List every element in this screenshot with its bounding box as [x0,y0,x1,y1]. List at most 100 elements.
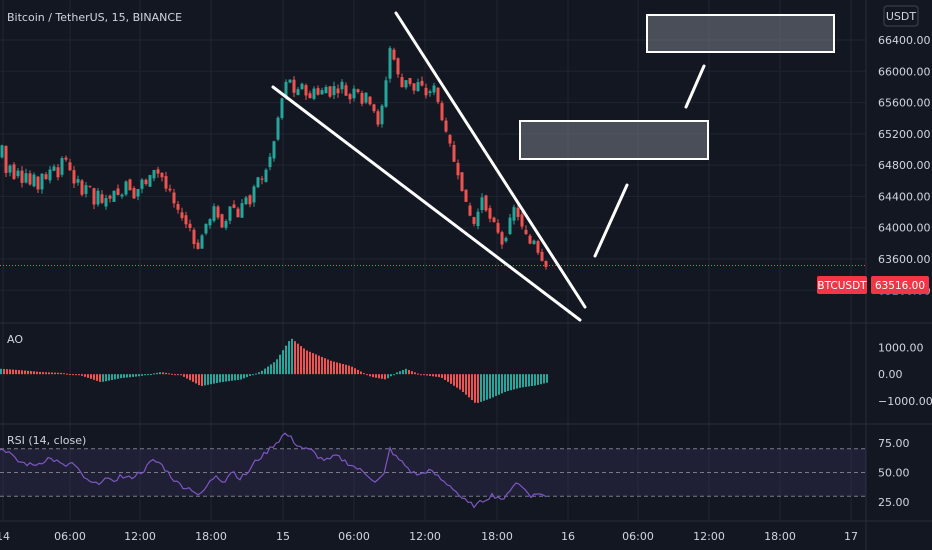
candle-body [212,206,216,221]
candle-body [48,169,52,181]
ao-bar [129,374,131,378]
ao-bar [360,371,362,375]
ao-bar [168,373,170,375]
ao-bar [498,374,500,395]
ao-bar [156,372,158,375]
ao-bar [135,374,137,377]
time-tick-label: 18:00 [764,530,796,543]
ao-tick-label: 1000.00 [878,341,924,354]
candle-body [164,176,168,189]
ao-bar [453,374,455,386]
candle-body [220,214,224,228]
candle-body [348,94,352,100]
ao-bar [108,374,110,381]
ao-bar [351,366,353,375]
candle-body [392,49,396,60]
ao-bar [210,374,212,385]
candles-group [0,46,548,270]
ao-bar [201,374,203,387]
ao-bar [405,368,407,375]
price-tick-label: 64000.00 [878,222,931,235]
candle-body [456,162,460,176]
candle-body [148,175,152,187]
projection-line-1[interactable] [593,183,629,258]
ao-bar [543,374,545,384]
ao-bar [456,374,458,388]
rsi-tick-label: 25.00 [878,496,910,509]
target-box-2[interactable] [646,14,835,53]
candle-body [452,144,456,162]
ao-bar [138,374,140,377]
candle-body [404,80,408,88]
candle-body [188,223,192,228]
ao-bar [441,374,443,379]
ao-bar [288,341,290,375]
candle-body [280,98,284,118]
ao-bar [216,374,218,384]
ao-bar [270,364,272,375]
currency-button[interactable] [883,5,919,27]
time-tick-label: 12:00 [409,530,441,543]
rsi-tick-label: 50.00 [878,467,910,480]
candle-body [192,229,196,244]
ao-bar [183,374,185,377]
candle-body [72,170,76,184]
wedge-lower-trendline[interactable] [271,85,582,322]
candle-body [436,87,440,102]
candle-body [84,185,88,194]
ao-bar [0,368,2,375]
ao-bar [150,374,152,376]
candle-body [536,241,540,253]
time-tick-label: 17 [844,530,858,543]
ao-bar [540,374,542,385]
projection-line-2[interactable] [684,64,706,109]
ao-bar [126,374,128,378]
ao-bar [87,374,89,378]
ao-bar [435,374,437,377]
ao-bar [420,374,422,376]
ao-bar [174,374,176,376]
ao-bar [492,374,494,398]
ao-bar [324,358,326,375]
drawings-group[interactable] [271,11,835,322]
ao-bar [336,362,338,375]
wedge-upper-trendline[interactable] [394,11,587,309]
ao-bar [75,374,77,376]
ao-bar [312,353,314,375]
candle-body [336,88,340,94]
target-box-1[interactable] [519,120,709,160]
ao-bar [309,351,311,375]
candle-body [56,167,60,178]
ao-bar [213,374,215,384]
candle-body [332,86,336,96]
ao-bar [234,374,236,381]
ao-bar [459,374,461,390]
candle-body [68,162,72,171]
ao-bar [177,374,179,376]
ao-bar [192,374,194,382]
ao-bar [315,354,317,375]
ao-bar [384,374,386,380]
candle-body [216,206,220,218]
price-tick-label: 65600.00 [878,97,931,110]
candle-body [368,96,372,105]
ao-bar [96,374,98,381]
candle-body [512,207,516,221]
ao-bar [489,374,491,399]
ao-bar [408,370,410,375]
candle-body [468,205,472,216]
ao-bar [366,374,368,376]
symbol-badge-text: BTCUSDT [817,280,867,292]
ao-bar [333,361,335,375]
candle-body [232,204,236,208]
candle-body [384,80,388,107]
ao-bar [378,374,380,379]
ao-bar [522,374,524,388]
candle-body [224,221,228,228]
ao-bar [318,355,320,375]
ao-bar [45,372,47,375]
ao-bar [99,374,101,382]
ao-bar [48,372,50,375]
ao-bar [306,350,308,375]
